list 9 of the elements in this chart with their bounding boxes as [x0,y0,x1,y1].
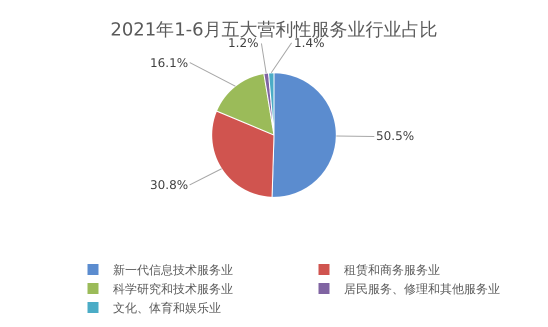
data-label: 1.2% [228,36,258,50]
legend-label: 文化、体育和娱乐业 [113,301,221,316]
legend-label: 科学研究和技术服务业 [113,282,233,296]
legend-label: 新一代信息技术服务业 [113,263,233,278]
legend-label: 居民服务、修理和其他服务业 [344,282,500,296]
legend-label: 租赁和商务服务业 [344,263,440,278]
data-label: 50.5% [376,129,414,143]
data-label: 16.1% [150,56,188,70]
data-label: 30.8% [150,178,188,192]
